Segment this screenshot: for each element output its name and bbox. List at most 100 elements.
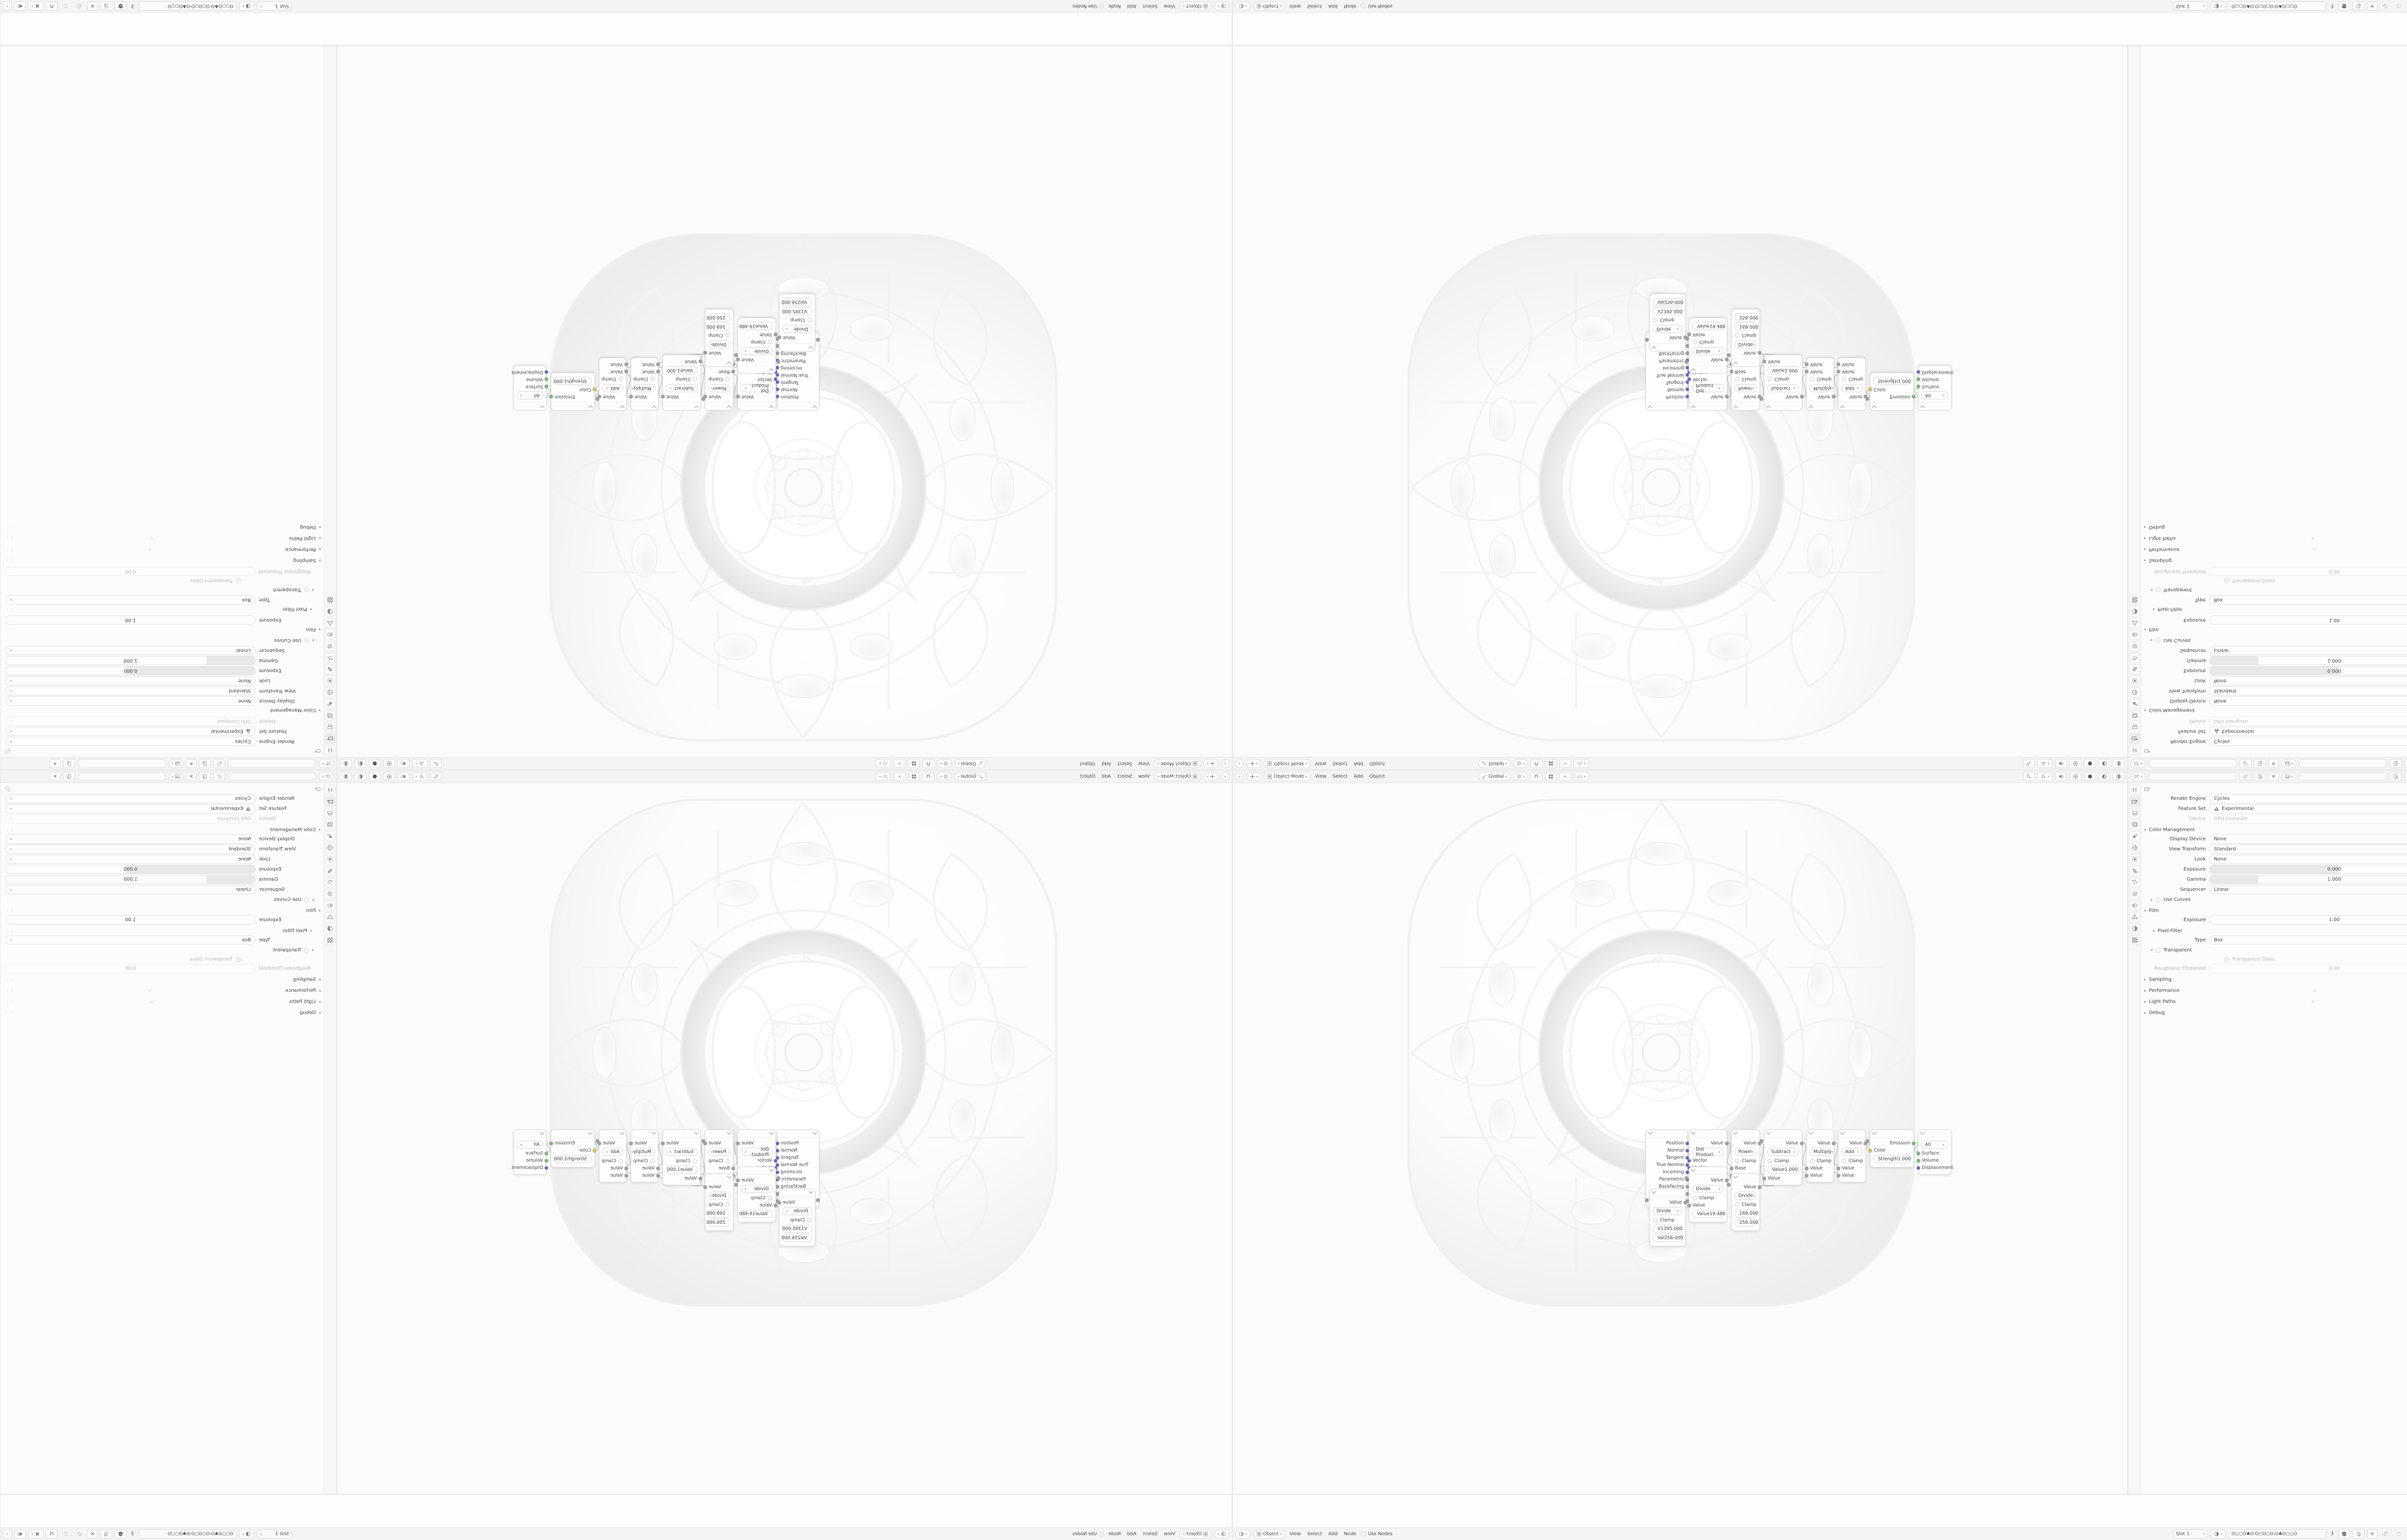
node-input-value-field[interactable]: V 1395.000 [1645, 1198, 1682, 1233]
node-input-value-field[interactable]: V 1395.000 [1645, 307, 1682, 342]
node-input-row[interactable]: Value [663, 358, 702, 365]
properties-row-1[interactable]: Feature Set Experimental ▾ [5, 804, 321, 813]
node-input-value-field[interactable]: Value 19.480 [1684, 1176, 1725, 1218]
node-target-dropdown[interactable]: All ▾ [517, 391, 544, 399]
node-multiply[interactable]: Value Multiply ▾ Clamp Value Value [1805, 1129, 1836, 1182]
node-target-dropdown[interactable]: All ▾ [1921, 1141, 1948, 1149]
properties-tab-output[interactable] [2129, 722, 2140, 732]
node-header[interactable] [705, 402, 733, 410]
image-datablock-selector[interactable]: ▾ [168, 772, 184, 781]
node-output-row[interactable]: Parametric [1646, 1176, 1689, 1183]
duplicate-icon[interactable] [2352, 1, 2365, 11]
node-divide-168-256[interactable]: Value Divide ▾ Clamp 168.000 256.000 [1727, 1173, 1761, 1231]
properties-section-20[interactable]: ▸Light Paths≡⋮⋮ [2144, 997, 2407, 1006]
checkbox-checked[interactable]: ✓ [236, 957, 241, 962]
properties-editor-type[interactable]: ▾ [319, 759, 334, 768]
unlink-datablock-icon[interactable]: × [2268, 772, 2279, 781]
properties-tab-modifiers[interactable] [324, 866, 336, 876]
clamp-checkbox[interactable] [768, 1195, 772, 1200]
clamp-checkbox[interactable] [1842, 1158, 1846, 1163]
preset-menu-icon[interactable]: ≡ [2313, 988, 2317, 993]
node-clamp-toggle[interactable]: Clamp [1732, 1157, 1760, 1165]
input-socket[interactable] [1916, 385, 1920, 389]
node-output-row[interactable]: Value [1689, 1177, 1729, 1184]
node-input-row[interactable]: Value [1805, 368, 1834, 375]
viewport-menu-view[interactable]: View [1138, 761, 1150, 766]
node-input-row[interactable]: Volume [1916, 376, 1951, 383]
input-socket[interactable] [1684, 1176, 1688, 1180]
properties-row-4[interactable]: Display Device None ▾ [5, 834, 321, 844]
input-socket[interactable] [1687, 1158, 1691, 1163]
node-input-row[interactable]: Value [599, 368, 628, 375]
clamp-checkbox[interactable] [693, 377, 697, 382]
node-operation-dropdown[interactable]: Multiply ▾ [1810, 1148, 1833, 1156]
node-divide-168-256[interactable]: Value Divide ▾ Clamp 168.000 256.000 [703, 309, 738, 367]
material-slot-selector[interactable]: Slot 1 ▾ [2172, 1, 2208, 11]
properties-tab-texture[interactable] [324, 595, 336, 605]
properties-row-field[interactable]: Experimental▾ [2209, 727, 2407, 736]
node-output-row[interactable]: Value [597, 393, 626, 400]
node-header[interactable] [1732, 359, 1760, 366]
node-input-row[interactable]: Vector [1687, 1157, 1727, 1164]
properties-tab-column[interactable] [2128, 783, 2141, 1494]
material-users-count[interactable]: 3 [2330, 1531, 2334, 1537]
object-mode-selector[interactable]: Object Mode ▾ [1154, 759, 1201, 768]
node-editor-type-selector[interactable]: ▾ [1235, 1529, 1251, 1539]
node-operation-dropdown[interactable]: Dot Product ▾ [1692, 1147, 1724, 1157]
node-input-row[interactable]: Color [551, 386, 596, 393]
preset-menu-icon[interactable]: ≡ [149, 536, 154, 541]
properties-checkbox-16[interactable]: ✓ Transparent Glass [5, 576, 321, 585]
node-divide-168-256[interactable]: Value Divide ▾ Clamp 168.000 256.000 [1727, 309, 1761, 367]
node-output-row[interactable]: Value [736, 1177, 776, 1184]
node-header[interactable] [1918, 1130, 1951, 1138]
shading-wireframe-icon[interactable] [2070, 759, 2082, 768]
node-input-row[interactable]: Surface [1916, 1150, 1951, 1157]
properties-header[interactable]: ▾ × ▾ × [2128, 770, 2407, 783]
properties-row-field[interactable]: Experimental▾ [5, 727, 256, 736]
clamp-checkbox[interactable] [725, 1202, 730, 1207]
properties-row-field[interactable]: Linear▾ [5, 885, 256, 894]
duplicate-datablock-icon[interactable] [199, 772, 211, 781]
xray-icon[interactable] [2055, 772, 2067, 781]
shield-icon[interactable] [2338, 1529, 2350, 1539]
magnet-icon[interactable] [1530, 759, 1543, 768]
properties-row-field[interactable]: Linear▾ [2209, 885, 2407, 894]
node-input-value-field[interactable]: 256.000 [1727, 313, 1758, 357]
x-icon[interactable]: × [87, 1529, 98, 1539]
material-name-field[interactable]: O○○O♣O·O○O○O·O♣O○○O [138, 1, 237, 11]
node-header[interactable] [1838, 1130, 1865, 1138]
properties-tab-scene[interactable] [324, 831, 336, 841]
properties-row-field[interactable]: 0.00 [2209, 567, 2407, 576]
clamp-checkbox[interactable] [650, 1158, 655, 1163]
properties-section-11[interactable]: ▾Film ⋮⋮ [5, 906, 321, 915]
properties-checkbox-16[interactable]: ✓ Transparent Glass [2144, 955, 2407, 964]
node-proportional-icon[interactable] [13, 1529, 26, 1539]
node-input-row[interactable]: Volume [1916, 1157, 1951, 1164]
node-clamp-toggle[interactable]: Clamp [1838, 375, 1865, 383]
node-menu-view[interactable]: View [1289, 1531, 1301, 1537]
node-input-row[interactable]: Surface [514, 1150, 548, 1157]
output-socket[interactable] [776, 387, 779, 392]
shading-solid-icon[interactable] [369, 759, 381, 768]
properties-checkbox-15[interactable]: ▾ Transparent [2144, 585, 2407, 594]
properties-header[interactable]: ▾ × ▾ × [2128, 757, 2407, 770]
node-header[interactable] [1918, 402, 1951, 410]
input-socket[interactable] [1837, 1173, 1840, 1178]
node-input-value-field[interactable]: Val 256.000 [1645, 1198, 1683, 1242]
output-socket[interactable] [1912, 1141, 1915, 1145]
use-nodes-toggle[interactable]: ✓ Use Nodes [1073, 1531, 1104, 1538]
properties-tab-modifiers[interactable] [324, 664, 336, 674]
input-socket[interactable] [1865, 1139, 1869, 1143]
material-browse-icon[interactable]: ▾ [239, 1, 255, 11]
node-multiply[interactable]: Value Multiply ▾ Clamp Value Value [1805, 358, 1836, 411]
node-divide-19[interactable]: Value Divide ▾ Clamp Value Value 19.480 [736, 318, 780, 373]
properties-checkbox-16[interactable]: ✓ Transparent Glass [2144, 576, 2407, 585]
properties-row-field[interactable]: 1.000 [2209, 656, 2407, 665]
node-header[interactable] [663, 1130, 700, 1138]
properties-row-6[interactable]: Look None ▾ [5, 855, 321, 864]
viewport-menu-select[interactable]: Select [1333, 761, 1348, 766]
